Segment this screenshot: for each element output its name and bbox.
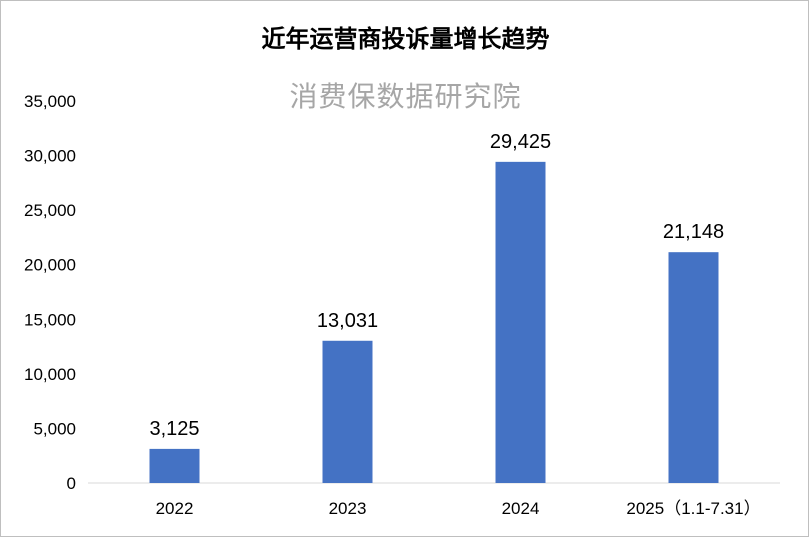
- y-tick-label: 0: [67, 474, 76, 493]
- y-tick-label: 25,000: [24, 201, 76, 220]
- x-tick-label: 2023: [329, 499, 367, 518]
- y-tick-label: 5,000: [33, 419, 76, 438]
- y-tick-label: 20,000: [24, 256, 76, 275]
- x-tick-label: 2025（1.1-7.31）: [626, 499, 760, 518]
- y-tick-label: 30,000: [24, 147, 76, 166]
- data-label: 13,031: [317, 310, 378, 332]
- bar: [149, 448, 200, 483]
- x-tick-label: 2022: [156, 499, 194, 518]
- y-tick-label: 35,000: [24, 92, 76, 111]
- y-tick-label: 10,000: [24, 365, 76, 384]
- data-label: 3,125: [149, 418, 199, 440]
- x-tick-label: 2024: [502, 499, 540, 518]
- data-label: 29,425: [490, 131, 551, 153]
- bar: [322, 340, 373, 483]
- bar: [668, 252, 719, 483]
- chart-title: 近年运营商投诉量增长趋势: [261, 25, 550, 53]
- data-label: 21,148: [663, 221, 724, 243]
- y-tick-label: 15,000: [24, 310, 76, 329]
- watermark: 消费保数据研究院: [289, 80, 522, 113]
- bar: [495, 161, 546, 483]
